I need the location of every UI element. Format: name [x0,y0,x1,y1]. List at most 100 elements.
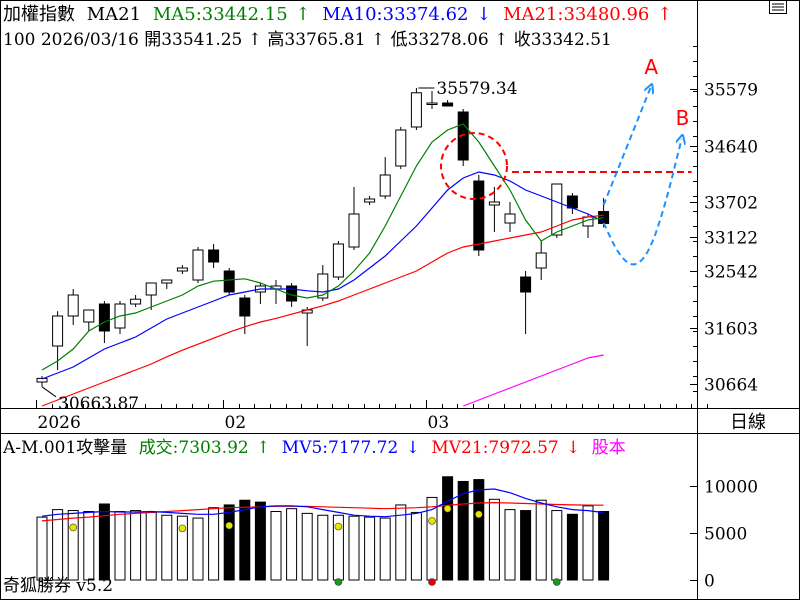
forecast-path-b [602,139,682,266]
volume-bar-up [582,505,594,581]
candle-up [379,174,391,197]
candle-up [504,213,516,224]
header-line-1: 加權指數 MA21 MA5:33442.15 ↑ MA10:33374.62 ↓… [3,4,672,25]
low-marker-line [41,386,57,398]
candle-up [364,198,376,203]
candle-up [83,309,95,323]
volume-bar-up [286,508,298,581]
volume-signal-dot [474,510,483,519]
volume-bar-up [130,510,142,581]
volume-bar-up [161,514,173,581]
volume-bar-down [239,499,251,581]
price-tick-label: 33122 [704,229,758,249]
candle-up [52,315,64,347]
volume-signal-dot [334,578,343,586]
highlight-circle [440,132,508,200]
volume-plot [36,476,610,586]
volume-signal-dot [178,524,187,533]
candle-down [239,297,251,317]
high-label: 35579.34 [436,79,517,99]
volume-bar-up [488,498,500,581]
x-tick-label: 02 [225,413,247,433]
candle-down [442,102,454,107]
volume-bar-down [520,510,532,581]
candle-up [395,129,407,167]
volume-tick-label: 5000 [704,525,747,545]
volume-bar-up [270,510,282,581]
volume-bar-up [192,517,204,581]
volume-bar-down [566,513,578,581]
forecast-path-a [602,88,651,206]
menu-lines-icon[interactable] [769,0,787,14]
candle-up [332,243,344,278]
volume-bar-up [145,511,157,581]
low-label: 30663.87 [58,394,139,414]
volume-bar-up [114,510,126,581]
ma10-line [41,171,604,380]
volume-bar-up [67,510,79,581]
candle-down [598,211,610,224]
volume-bar-down [223,504,235,581]
x-tick-label: 03 [428,413,450,433]
volume-bar-down [254,501,266,581]
volume-tick-label: 10000 [704,478,758,498]
volume-signal-dot [334,522,343,531]
volume-bar-up [395,504,407,581]
volume-bar-down [442,476,454,581]
candle-up [426,102,438,105]
volume-bar-up [379,517,391,581]
volume-bar-up [535,499,547,581]
candle-up [192,249,204,281]
candle-up [176,267,188,272]
volume-bar-up [410,511,422,581]
footer-label: 奇狐勝券 v5.2 [3,576,113,596]
volume-bar-down [473,479,485,581]
volume-bar-up [551,510,563,581]
candle-up [348,213,360,248]
candle-up [488,201,500,206]
candle-up [551,183,563,236]
volume-signal-dot [428,578,436,586]
mv21-line [41,501,604,522]
ma21-line [41,214,604,407]
period-label: 日線 [730,412,766,433]
candle-down [457,111,469,161]
volume-bar-up [52,509,64,581]
volume-bar-up [301,512,313,581]
candle-up [130,298,142,305]
candle-up [67,294,79,317]
volume-bar-up [364,516,376,581]
volume-header: A-M.001攻擊量 成交:7303.92 ↑ MV5:7177.72 ↓ MV… [2,438,626,458]
candle-down [98,303,110,332]
volume-bar-down [98,503,110,581]
candle-up [410,92,422,128]
candle-down [223,270,235,293]
candle-up [161,279,173,284]
volume-tick-label: 0 [704,572,715,592]
long-ma-line [462,354,604,407]
price-tick-label: 31603 [704,320,758,340]
candle-down [520,276,532,293]
candle-up [317,273,329,299]
price-tick-label: 34640 [704,138,758,158]
x-tick-label: 2026 [38,413,81,433]
volume-bar-up [504,509,516,581]
mv5-line [41,488,604,518]
volume-bar-up [176,515,188,581]
volume-bar-down [457,480,469,581]
volume-bar-down [598,510,610,581]
volume-bar-up [317,514,329,581]
volume-signal-dot [443,504,452,513]
volume-signal-dot [69,523,77,532]
candle-up [145,282,157,296]
price-plot: 35579.34 30663.87 A B [36,55,692,414]
header-info-line: 100 2026/03/16 開33541.25 ↑ 高33765.81 ↑ 低… [3,30,612,50]
forecast-label-a: A [644,55,658,79]
volume-bar-up [36,516,48,581]
volume-signal-dot [552,578,561,586]
volume-bar-up [348,515,360,581]
axes: 35579 34640 33702 33122 32542 31603 30664 2026 0… [36,46,758,592]
candle-down [473,180,485,251]
